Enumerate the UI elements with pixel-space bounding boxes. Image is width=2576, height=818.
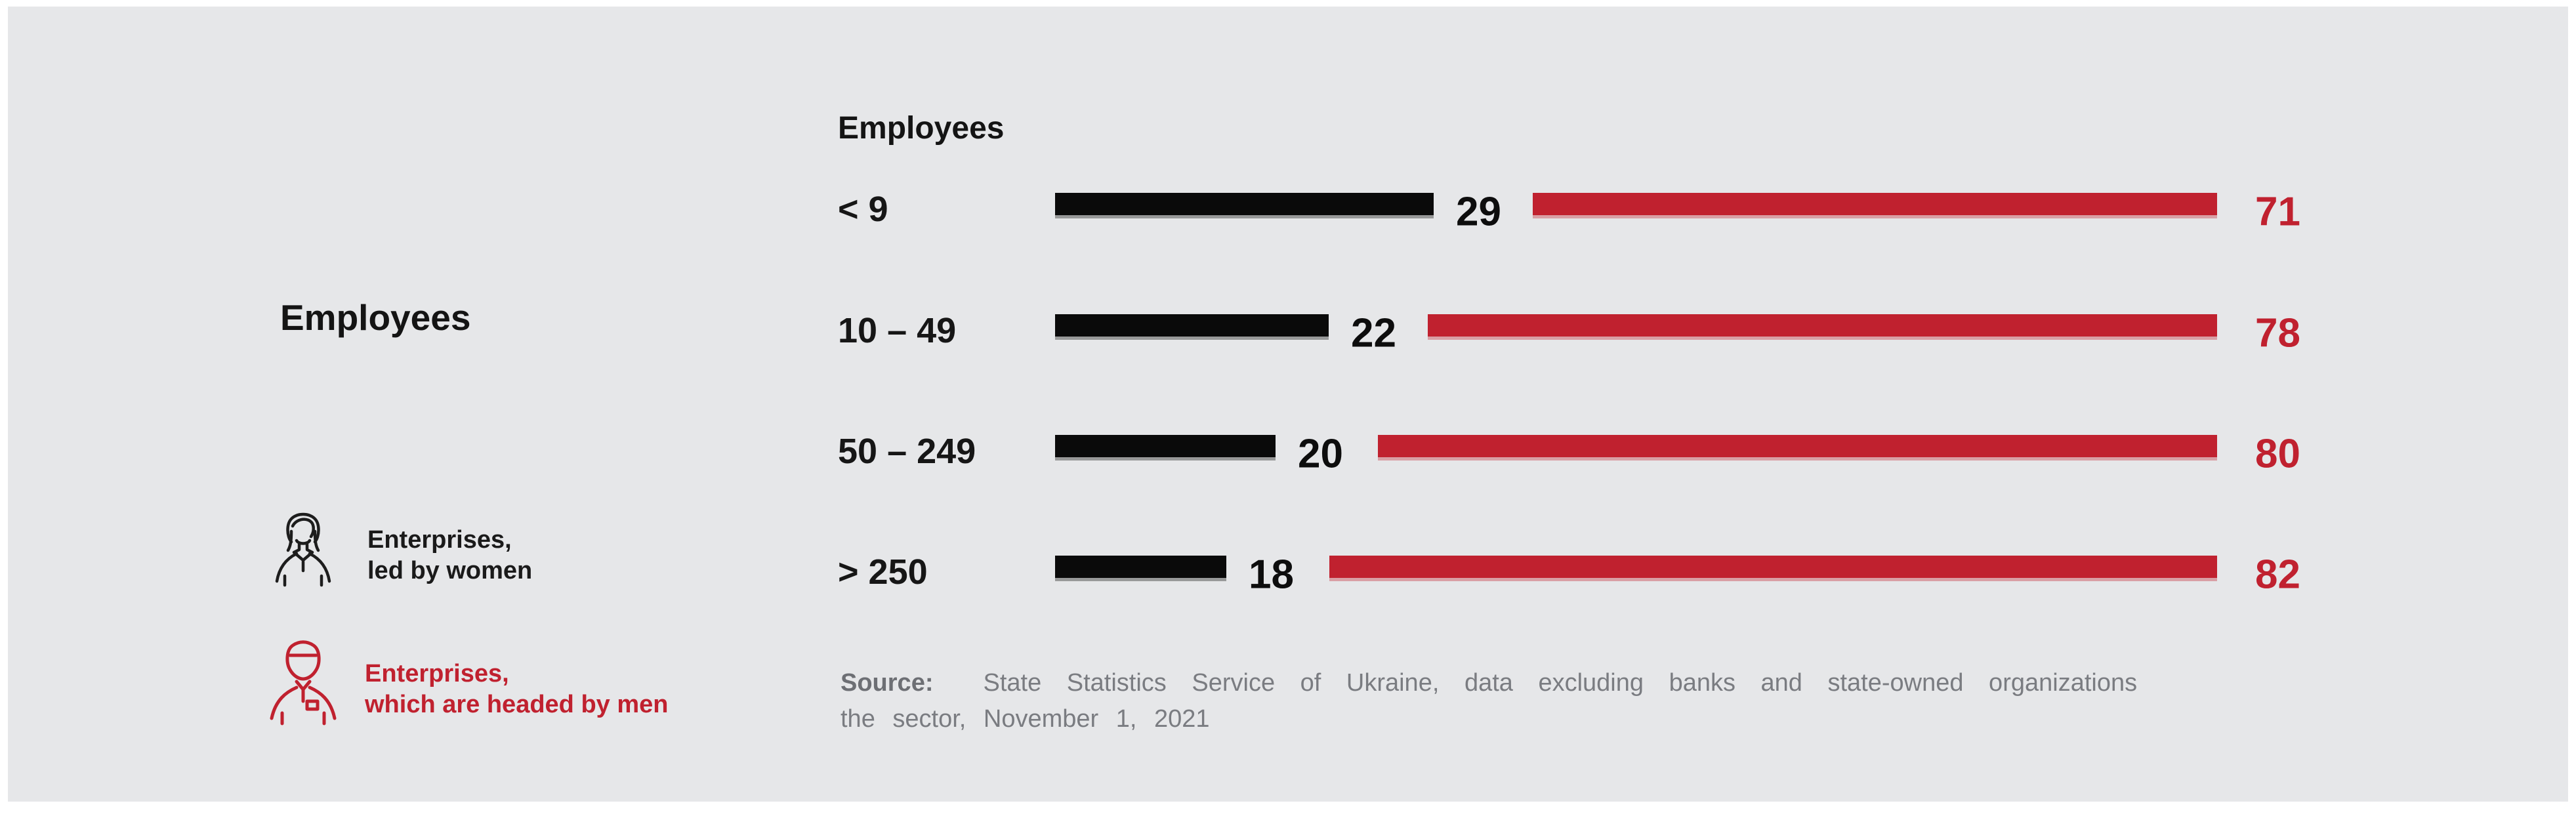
- category-label: > 250: [838, 552, 928, 592]
- women-value: 22: [1351, 310, 1396, 356]
- women-bar: [1055, 193, 1434, 215]
- legend-women-line2: led by women: [367, 556, 533, 584]
- legend-label-women: Enterprises, led by women: [367, 525, 532, 586]
- women-value: 29: [1456, 189, 1501, 235]
- legend-label-men: Enterprises, which are headed by men: [365, 659, 668, 720]
- source-line2: the sector, November 1, 2021: [841, 705, 1210, 733]
- chart-title: Employees: [280, 297, 471, 338]
- category-label: < 9: [838, 190, 888, 229]
- chart-panel: [8, 7, 2568, 802]
- women-value: 18: [1249, 552, 1294, 598]
- women-bar: [1055, 556, 1226, 578]
- legend-men-line2: which are headed by men: [365, 690, 669, 718]
- source-note: Source: State Statistics Service of Ukrai…: [841, 665, 2137, 737]
- source-label: Source:: [841, 669, 934, 697]
- legend-women-line1: Enterprises,: [367, 525, 512, 554]
- women-bar: [1055, 314, 1329, 337]
- men-bar: [1533, 193, 2217, 215]
- category-label: 50 – 249: [838, 432, 976, 471]
- source-line1: Source: State Statistics Service of Ukrai…: [841, 665, 2137, 701]
- woman-icon: [270, 512, 336, 599]
- men-bar: [1428, 314, 2217, 337]
- men-value: 71: [2255, 189, 2300, 235]
- men-value: 78: [2255, 310, 2300, 356]
- column-header-employees: Employees: [838, 111, 1005, 146]
- legend-item-men: Enterprises, which are headed by men: [266, 640, 668, 739]
- men-value: 80: [2255, 431, 2300, 477]
- legend-item-women: Enterprises, led by women: [270, 512, 532, 599]
- women-value: 20: [1298, 431, 1343, 477]
- source-text: State Statistics Service of Ukraine, dat…: [983, 669, 2138, 697]
- legend-men-line1: Enterprises,: [365, 659, 509, 687]
- men-value: 82: [2255, 552, 2300, 598]
- men-bar: [1378, 435, 2217, 457]
- men-bar: [1329, 556, 2217, 578]
- women-bar: [1055, 435, 1276, 457]
- man-icon: [266, 640, 340, 739]
- category-label: 10 – 49: [838, 311, 957, 350]
